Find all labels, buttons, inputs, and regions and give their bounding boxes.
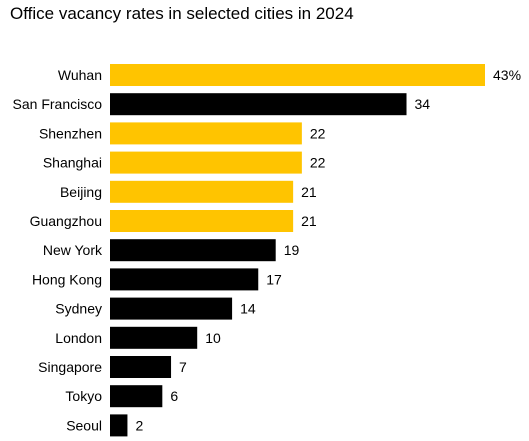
category-label-shenzhen: Shenzhen (39, 125, 102, 141)
category-label-new-york: New York (43, 242, 103, 258)
bar-beijing (110, 180, 294, 203)
bar-new-york (110, 239, 276, 262)
category-label-guangzhou: Guangzhou (30, 213, 102, 229)
category-label-san-francisco: San Francisco (13, 96, 103, 112)
value-label-new-york: 19 (284, 242, 300, 258)
bar-london (110, 326, 198, 349)
value-label-guangzhou: 21 (301, 213, 317, 229)
value-label-shenzhen: 22 (310, 125, 326, 141)
category-label-wuhan: Wuhan (58, 67, 102, 83)
bar-tokyo (110, 385, 163, 408)
value-label-london: 10 (205, 330, 221, 346)
value-label-sydney: 14 (240, 301, 256, 317)
category-label-beijing: Beijing (60, 184, 102, 200)
bar-san-francisco (110, 93, 407, 116)
value-label-wuhan: 43% (493, 67, 521, 83)
bar-shanghai (110, 151, 302, 174)
category-label-hong-kong: Hong Kong (32, 271, 102, 287)
chart-title: Office vacancy rates in selected cities … (10, 4, 354, 23)
value-label-singapore: 7 (179, 359, 187, 375)
value-label-tokyo: 6 (170, 388, 178, 404)
value-label-beijing: 21 (301, 184, 317, 200)
value-label-seoul: 2 (135, 417, 143, 433)
bar-wuhan (110, 64, 485, 86)
category-label-shanghai: Shanghai (43, 155, 102, 171)
category-label-tokyo: Tokyo (65, 388, 102, 404)
bar-seoul (110, 414, 128, 437)
value-label-hong-kong: 17 (266, 271, 282, 287)
bar-guangzhou (110, 210, 294, 232)
category-label-london: London (55, 330, 102, 346)
bar-hong-kong (110, 268, 259, 291)
category-labels-group: Wuhan San Francisco Shenzhen Shanghai Beijin… (13, 67, 103, 433)
value-label-san-francisco: 34 (415, 96, 431, 112)
category-label-singapore: Singapore (38, 359, 102, 375)
bar-sydney (110, 297, 233, 320)
bars-group (110, 64, 485, 437)
value-label-shanghai: 22 (310, 155, 326, 171)
bar-singapore (110, 356, 172, 378)
category-label-seoul: Seoul (66, 417, 102, 433)
category-label-sydney: Sydney (55, 301, 102, 317)
bar-shenzhen (110, 122, 302, 145)
